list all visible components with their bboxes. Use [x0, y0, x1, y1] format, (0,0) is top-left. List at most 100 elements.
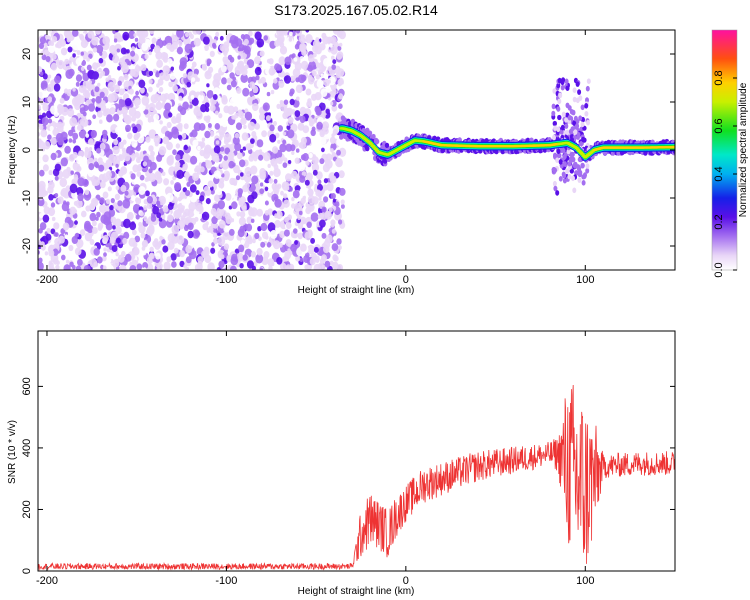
heatmap-cell [305, 160, 310, 166]
heatmap-cell [116, 48, 121, 53]
heatmap-cell [160, 127, 167, 134]
heatmap-cell [102, 129, 108, 137]
heatmap-cell [205, 198, 211, 205]
heatmap-cell [118, 99, 126, 108]
heatmap-cell [293, 228, 298, 234]
heatmap-cell [72, 151, 78, 159]
heatmap-cell [45, 34, 49, 40]
heatmap-cell [85, 133, 90, 138]
heatmap-cell [581, 180, 586, 186]
heatmap-cell [127, 132, 133, 140]
heatmap-cell [560, 84, 565, 91]
heatmap-cell [176, 169, 184, 179]
heatmap-cell [60, 157, 68, 167]
heatmap-cell [149, 223, 153, 228]
heatmap-cell [39, 71, 44, 76]
heatmap-cell [572, 187, 577, 194]
heatmap-cell [94, 91, 99, 97]
heatmap-cell [42, 112, 47, 118]
heatmap-cell [279, 230, 286, 239]
heatmap-cell [178, 95, 183, 101]
heatmap-cell [124, 98, 132, 107]
heatmap-cell [290, 109, 296, 115]
heatmap-cell [250, 138, 255, 145]
heatmap-cell [244, 173, 252, 183]
heatmap-cell [553, 185, 558, 192]
heatmap-cell [185, 256, 192, 264]
heatmap-cell [211, 152, 219, 162]
heatmap-cell [330, 193, 336, 200]
heatmap-cell [561, 111, 566, 118]
heatmap-cell [287, 116, 294, 124]
heatmap-cell [121, 106, 128, 115]
heatmap-cell [218, 260, 225, 269]
heatmap-cell [289, 98, 295, 106]
heatmap-cell [217, 236, 226, 246]
heatmap-cell [327, 36, 335, 46]
heatmap-cell [113, 138, 119, 146]
heatmap-cell [54, 163, 62, 172]
heatmap-cell [323, 196, 329, 203]
heatmap-cell [129, 221, 137, 231]
heatmap-cell [194, 216, 199, 222]
heatmap-cell [38, 140, 45, 149]
heatmap-cell [111, 245, 118, 252]
heatmap-cell [98, 57, 104, 64]
heatmap-cell [332, 198, 336, 203]
heatmap-cell [241, 117, 247, 124]
heatmap-cell [57, 121, 63, 129]
heatmap-cell [75, 57, 82, 66]
heatmap-cell [122, 198, 131, 209]
heatmap-cell [168, 81, 174, 88]
heatmap-cell [298, 200, 304, 208]
heatmap-cell [209, 130, 215, 137]
heatmap-cell [325, 85, 332, 93]
heatmap-cell [286, 129, 295, 139]
heatmap-cell [122, 112, 128, 118]
heatmap-cell [290, 144, 296, 152]
heatmap-cell [556, 82, 561, 89]
heatmap-cell [276, 103, 281, 109]
heatmap-cell [65, 69, 74, 79]
heatmap-cell [192, 91, 197, 97]
heatmap-cell [99, 204, 106, 213]
heatmap-cell [340, 204, 345, 209]
heatmap-cell [126, 49, 130, 54]
heatmap-cell [152, 205, 160, 215]
heatmap-cell [285, 173, 292, 182]
heatmap-cell [177, 134, 183, 140]
heatmap-cell [138, 186, 146, 195]
heatmap-cell [48, 164, 55, 172]
heatmap-cell [256, 38, 265, 48]
heatmap-cell [216, 60, 221, 67]
heatmap-cell [241, 132, 249, 141]
heatmap-cell [69, 117, 78, 127]
heatmap-cell [99, 142, 106, 150]
x-tick-label: 100 [576, 274, 594, 286]
heatmap-cell [580, 104, 585, 111]
heatmap-cell [162, 205, 169, 213]
heatmap-cell [294, 43, 300, 50]
heatmap-cell [236, 211, 241, 217]
heatmap-cell [141, 42, 149, 51]
heatmap-cell [585, 163, 590, 169]
heatmap-cell [321, 121, 330, 131]
heatmap-cell [113, 84, 121, 93]
heatmap-cell [134, 235, 141, 243]
heatmap-cell [561, 77, 566, 83]
heatmap-cell [253, 261, 258, 267]
heatmap-cell [307, 188, 314, 197]
heatmap-cell [171, 261, 177, 268]
heatmap-cell [584, 111, 589, 117]
heatmap-cell [256, 139, 264, 148]
heatmap-cell [39, 222, 47, 231]
heatmap-cell [457, 137, 462, 143]
heatmap-cell [251, 191, 258, 200]
heatmap-cell [277, 157, 283, 165]
heatmap-cell [218, 220, 226, 229]
heatmap-cell [286, 124, 291, 130]
heatmap-cell [51, 216, 56, 222]
heatmap-cell [310, 237, 315, 244]
heatmap-cell [79, 33, 84, 40]
